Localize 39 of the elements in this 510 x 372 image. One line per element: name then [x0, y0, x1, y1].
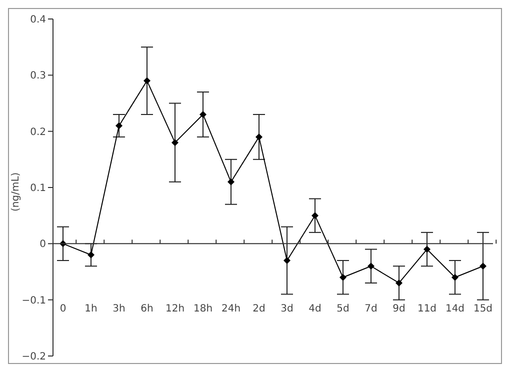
x-tick-label: 3d — [280, 304, 294, 315]
point — [480, 262, 486, 270]
point — [116, 122, 122, 130]
y-tick-label: 0 — [40, 239, 46, 250]
point — [368, 262, 374, 270]
x-tick-label: 1h — [84, 304, 98, 315]
x-tick-label: 9d — [392, 304, 406, 315]
point — [396, 279, 402, 286]
x-tick-label: 3h — [112, 304, 126, 315]
y-tick-label: 0.3 — [30, 70, 46, 82]
point — [228, 178, 234, 186]
y-tick-label: 0.4 — [30, 14, 46, 26]
point — [424, 246, 430, 253]
x-tick-label: 0 — [60, 304, 66, 315]
x-tick-label: 2d — [252, 304, 266, 315]
x-tick-label: 18h — [193, 304, 213, 315]
y-axis-title: (ng/mL) — [10, 172, 22, 212]
point — [452, 274, 458, 281]
point — [172, 139, 178, 146]
x-tick-label: 11d — [417, 304, 437, 315]
point — [284, 257, 290, 264]
y-tick-label: −0.1 — [22, 295, 46, 306]
x-tick-label: 15d — [473, 304, 493, 315]
x-tick-label: 4d — [308, 304, 322, 315]
point — [256, 133, 262, 140]
point — [340, 274, 346, 281]
point — [200, 110, 206, 118]
x-tick-label: 14d — [445, 304, 465, 315]
point — [88, 251, 94, 258]
x-tick-label: 6h — [140, 304, 154, 315]
x-tick-label: 24h — [221, 304, 241, 315]
y-tick-label: 0.2 — [30, 126, 46, 138]
x-tick-label: 7d — [364, 304, 378, 315]
x-tick-label: 12h — [165, 304, 185, 315]
y-tick-label: −0.2 — [22, 352, 46, 363]
x-tick-label: 5d — [336, 304, 350, 315]
point — [144, 77, 150, 84]
point — [312, 212, 318, 220]
y-tick-label: 0.1 — [30, 183, 46, 194]
